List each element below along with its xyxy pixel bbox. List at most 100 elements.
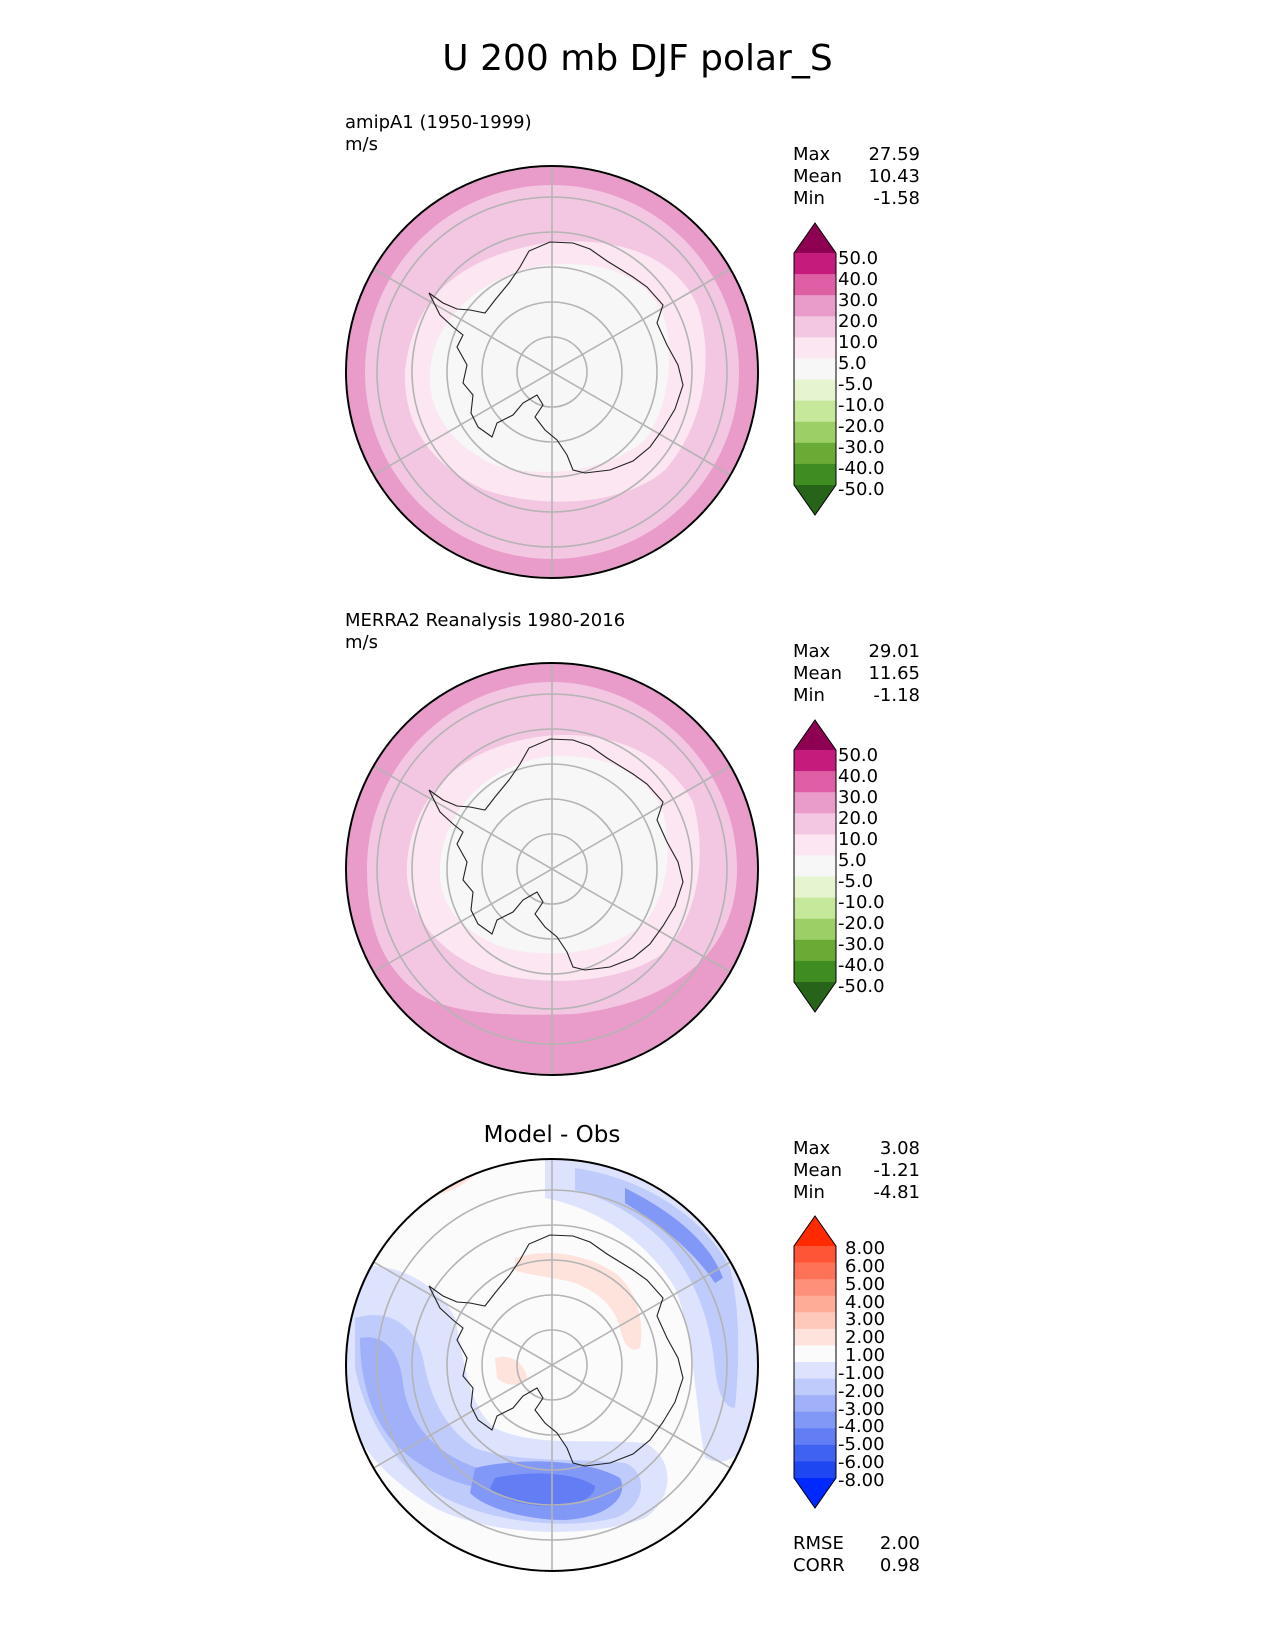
panel3-max-value: 3.08 (879, 1138, 920, 1159)
colorbar-segment (794, 792, 836, 814)
panel3-min-value: -4.81 (873, 1182, 920, 1203)
panel1-tick: 40.0 (838, 269, 879, 290)
colorbar-segment (794, 1428, 836, 1446)
colorbar-segment (794, 918, 836, 941)
colorbar-extend-top (794, 223, 836, 253)
colorbar-outline (793, 719, 837, 1013)
panel2-tick: 40.0 (838, 766, 879, 787)
colorbar-segment (794, 771, 836, 793)
panel1-polar-map (345, 165, 759, 579)
colorbar-outline (793, 222, 837, 516)
panel3-tick: -6.00 (838, 1452, 885, 1473)
panel2-max-value: 29.01 (868, 641, 920, 662)
panel2-tick: -50.0 (838, 976, 885, 997)
panel3-title: Model - Obs (483, 1122, 621, 1148)
panel3-map-border (345, 1158, 759, 1572)
panel2-max-label: Max (793, 641, 831, 662)
panel3-tick: -3.00 (838, 1399, 885, 1420)
colorbar-extend-bottom (794, 1478, 836, 1508)
colorbar-segment (794, 1279, 836, 1297)
panel1-map-border (345, 165, 759, 579)
panel3-tick: 8.00 (845, 1238, 886, 1259)
panel3-tick: 6.00 (845, 1256, 886, 1277)
panel3-mean-label: Mean (793, 1160, 843, 1181)
panel3-corr-label: CORR (793, 1555, 845, 1576)
colorbar-segment (794, 1328, 836, 1346)
panel2-min-label: Min (793, 685, 825, 706)
colorbar-segment (794, 463, 836, 486)
colorbar-segment (794, 1461, 836, 1479)
panel2-title: MERRA2 Reanalysis 1980-2016 (345, 610, 626, 631)
colorbar-segment (794, 421, 836, 444)
panel3-tick: 1.00 (845, 1345, 886, 1366)
panel1-field (347, 167, 757, 577)
panel3-tick: -1.00 (838, 1363, 885, 1384)
panel1-tick: 10.0 (838, 332, 879, 353)
colorbar-segment (794, 1378, 836, 1396)
panel1-tick: 30.0 (838, 290, 879, 311)
panel3-corr-value: 0.98 (879, 1555, 920, 1576)
panel2-min-value: -1.18 (873, 685, 920, 706)
colorbar-segment (794, 1295, 836, 1313)
panel3-mean-value: -1.21 (873, 1160, 920, 1181)
panel2-tick: 10.0 (838, 829, 879, 850)
colorbar-extend-top (794, 720, 836, 750)
colorbar-segment (794, 1395, 836, 1413)
panel2-tick: 5.0 (838, 850, 867, 871)
panel2-tick: -40.0 (838, 955, 885, 976)
colorbar-segment (794, 316, 836, 338)
panel1-title: amipA1 (1950-1999) (345, 112, 532, 133)
panel3-min-label: Min (793, 1182, 825, 1203)
panel3-rmse-value: 2.00 (879, 1533, 920, 1554)
panel1-mean-label: Mean (793, 166, 843, 187)
panel2-tick: -5.0 (838, 871, 874, 892)
colorbar-segment (794, 1411, 836, 1429)
colorbar-segment (794, 939, 836, 962)
panel3-tick: 5.00 (845, 1274, 886, 1295)
panel2-tick: 20.0 (838, 808, 879, 829)
panel1-tick: -50.0 (838, 479, 885, 500)
colorbar-segment (794, 1246, 836, 1264)
panel1-coastline (428, 241, 684, 474)
panel3-coastline (428, 1234, 684, 1467)
panel2-tick: 50.0 (838, 745, 879, 766)
panel3-tick: -8.00 (838, 1470, 885, 1491)
colorbar-segment (794, 750, 836, 772)
colorbar-segment (794, 1262, 836, 1280)
panel3-neg-core-bottom-inner (490, 1473, 595, 1507)
colorbar-segment (794, 379, 836, 402)
panel1-tick: -5.0 (838, 374, 874, 395)
colorbar-segment (794, 358, 836, 381)
panel1-colorbar (793, 222, 837, 516)
panel1-tick: -30.0 (838, 437, 885, 458)
panel3-neg-streak (625, 1188, 723, 1283)
colorbar-segment (794, 400, 836, 423)
panel2-coastline (428, 738, 684, 971)
panel2-colorbar (793, 719, 837, 1013)
panel1-min-value: -1.58 (873, 188, 920, 209)
panel1-max-label: Max (793, 144, 831, 165)
colorbar-segment (794, 834, 836, 856)
panel1-tick: 50.0 (838, 248, 879, 269)
colorbar-segment (794, 1345, 836, 1363)
colorbar-segment (794, 960, 836, 983)
colorbar-segment (794, 813, 836, 835)
colorbar-extend-top (794, 1216, 836, 1246)
panel2-tick: -20.0 (838, 913, 885, 934)
panel1-max-value: 27.59 (868, 144, 920, 165)
colorbar-segment (794, 253, 836, 275)
panel3-polar-map (345, 1158, 759, 1572)
figure-title: U 200 mb DJF polar_S (442, 38, 833, 79)
panel2-tick: 30.0 (838, 787, 879, 808)
colorbar-segment (794, 295, 836, 317)
panel1-mean-value: 10.43 (868, 166, 920, 187)
panel1-tick: -40.0 (838, 458, 885, 479)
panel3-tick: 3.00 (845, 1309, 886, 1330)
colorbar-segment (794, 876, 836, 899)
panel1-core (429, 263, 670, 472)
colorbar-segment (794, 337, 836, 359)
colorbar-segment (794, 274, 836, 296)
panel3-tick: -2.00 (838, 1381, 885, 1402)
panel2-mean-value: 11.65 (868, 663, 920, 684)
colorbar-segment (794, 442, 836, 465)
